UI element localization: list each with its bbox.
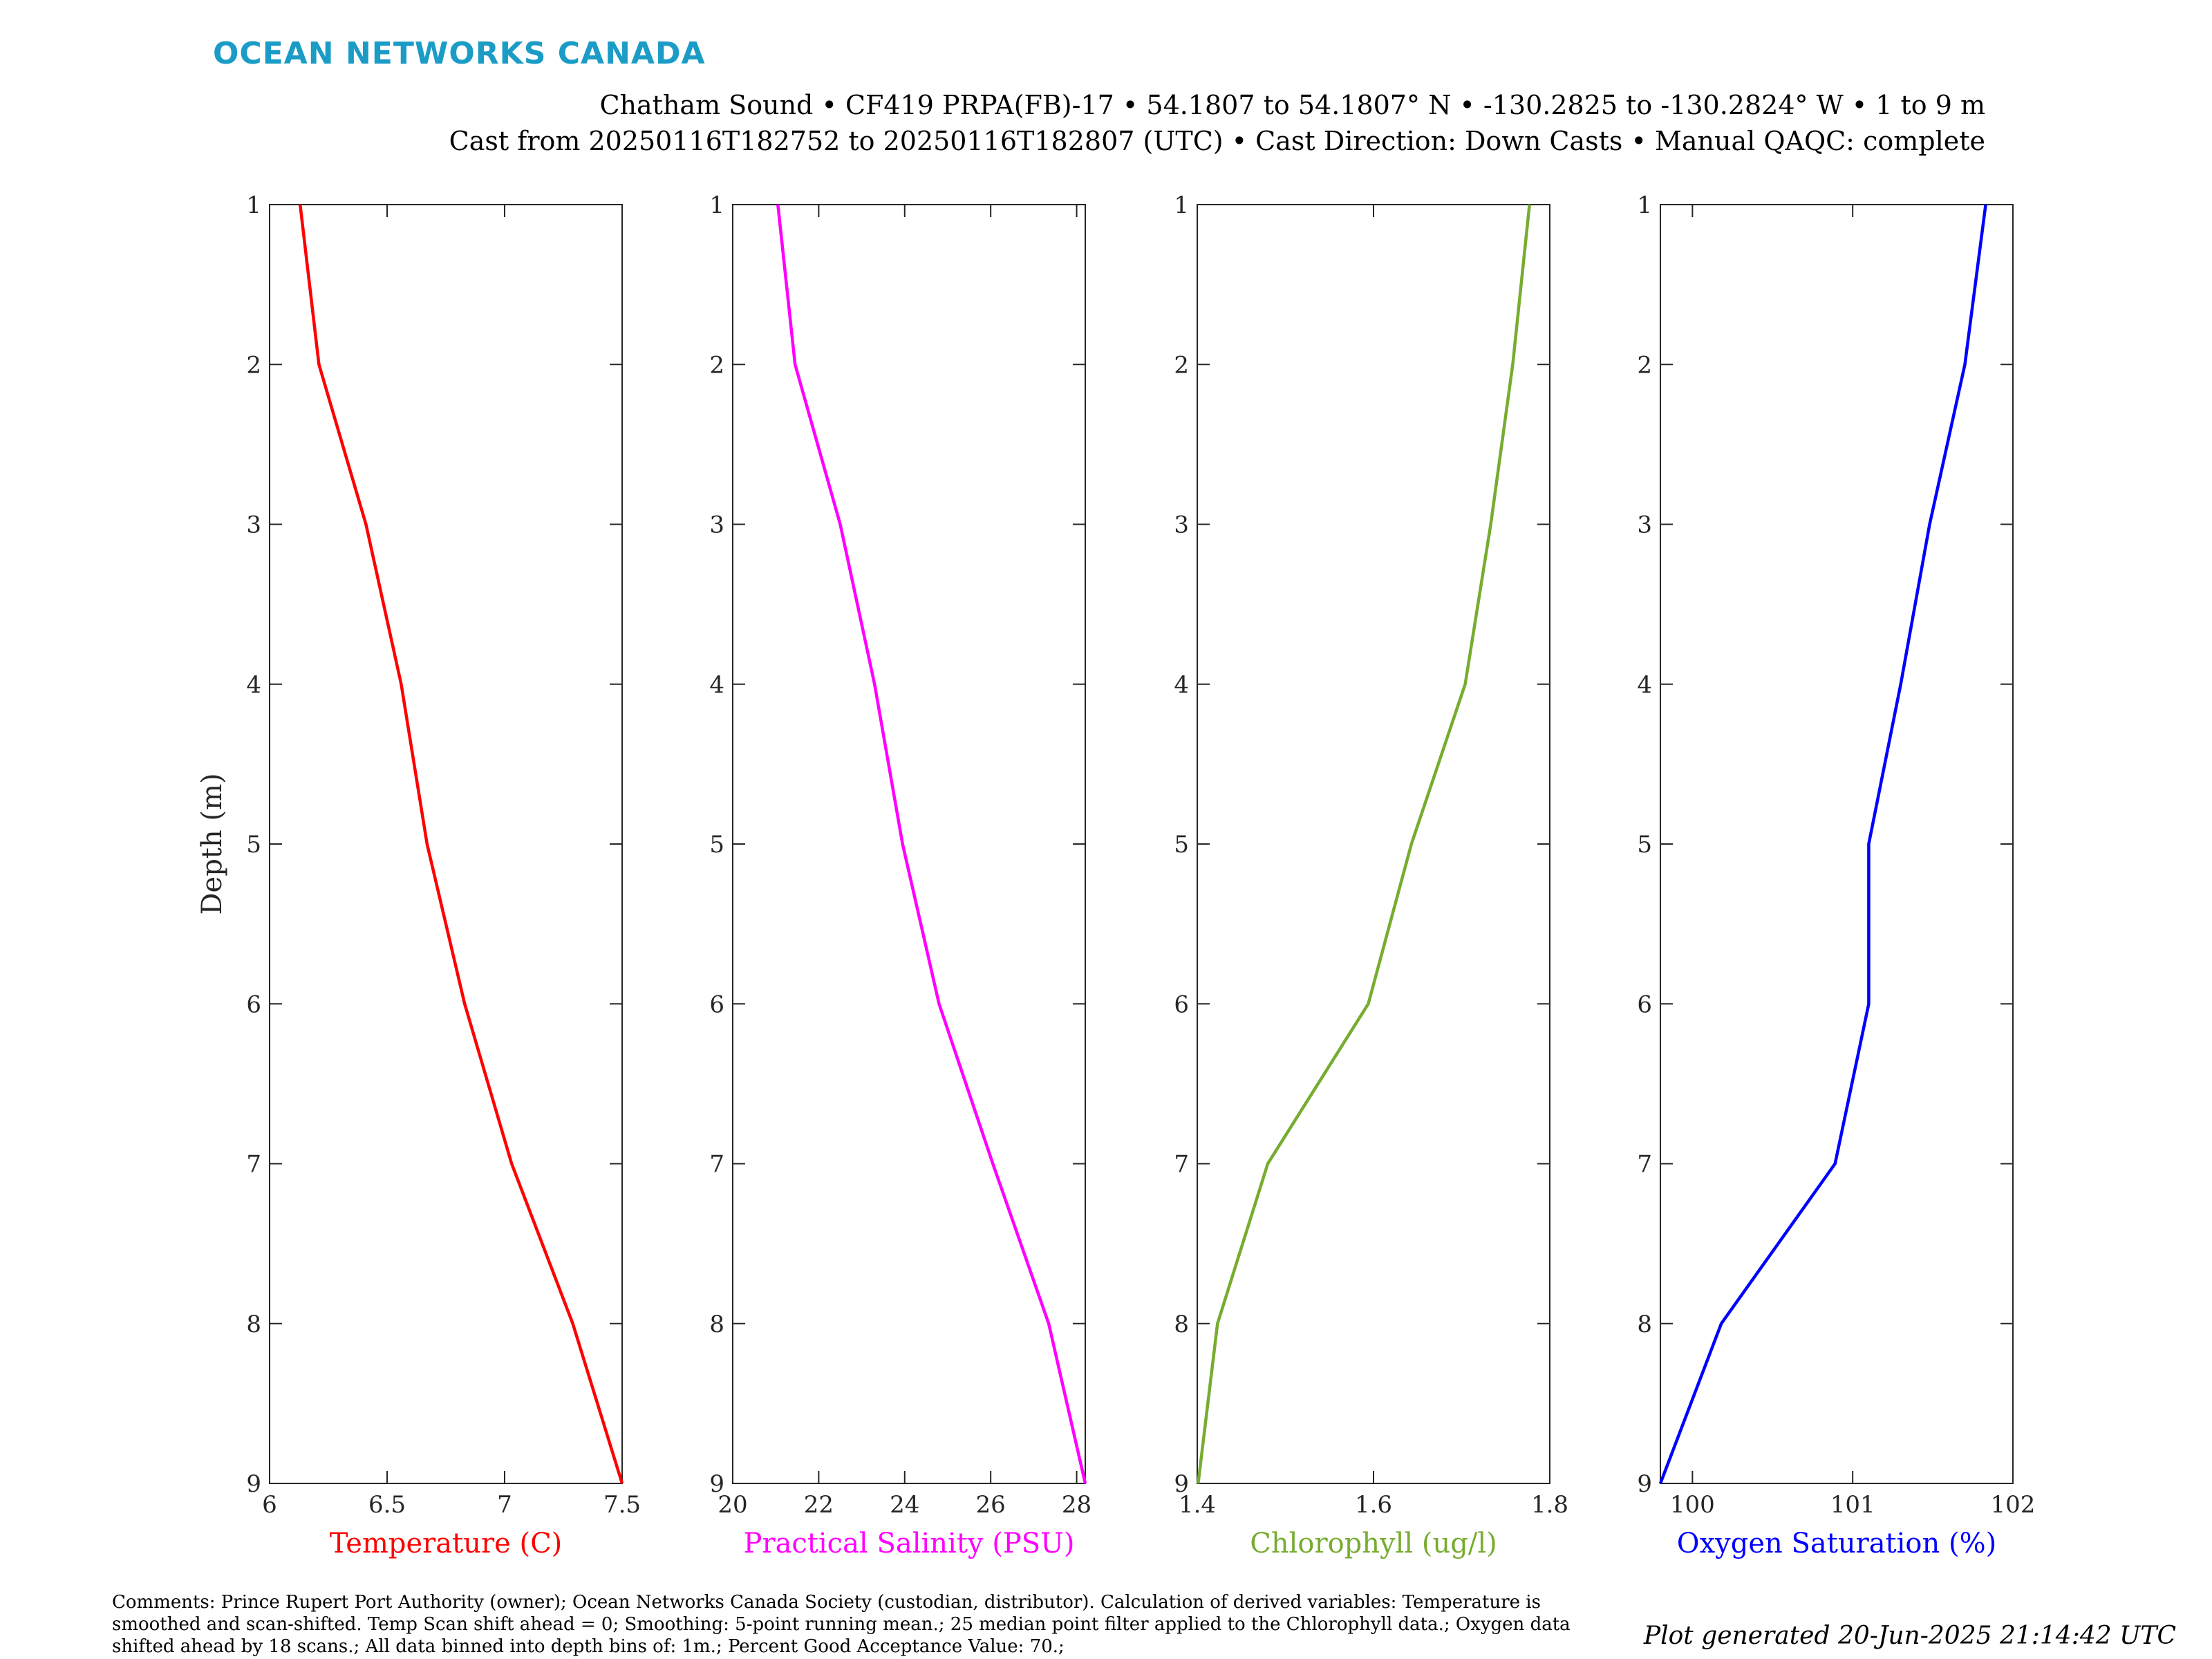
- chart-title-line-2: Cast from 20250116T182752 to 20250116T18…: [449, 126, 1985, 156]
- panel-1-ytick-label: 4: [246, 671, 261, 699]
- panel-3-series-line: [1197, 204, 1531, 1484]
- panel-4-ytick-label: 7: [1637, 1151, 1652, 1179]
- panel-1-ytick-label: 2: [246, 351, 261, 379]
- ocean-networks-canada-logo: OCEAN NETWORKS CANADA: [213, 36, 706, 71]
- panel-3-ytick-label: 9: [1174, 1470, 1189, 1498]
- panel-3-data-point: [1217, 1323, 1218, 1324]
- panel-2-ytick-label: 5: [709, 831, 724, 859]
- panel-1-ytick-label: 7: [246, 1151, 261, 1179]
- panel-2-data-point: [839, 524, 841, 525]
- panel-2-data-point: [794, 364, 796, 365]
- panel-3-data-point: [1490, 524, 1492, 525]
- panel-3-data-point: [1411, 843, 1412, 845]
- panel-3-ytick-label: 6: [1174, 991, 1189, 1018]
- panel-2-data-point: [902, 843, 903, 845]
- panel-3-ytick-label: 5: [1174, 831, 1189, 859]
- panel-1-axes-box: [269, 204, 623, 1484]
- panel-1-data-point: [621, 1483, 623, 1484]
- panel-1-series-line: [298, 204, 624, 1484]
- panel-1-ytick-label: 9: [246, 1470, 261, 1498]
- panel-3-data-point: [1197, 1483, 1199, 1484]
- panel-1-ytick-label: 1: [246, 191, 261, 219]
- panel-4-ytick-label: 5: [1637, 831, 1652, 859]
- panel-2-xtick-label: 26: [976, 1491, 1006, 1519]
- panel-4-data-point: [1868, 843, 1869, 845]
- panel-3-xtick-label: 1.6: [1355, 1491, 1392, 1519]
- panel-2-ytick-label: 6: [709, 991, 724, 1018]
- panel-4-data-point: [1660, 1483, 1661, 1484]
- panel-3-axes-box: [1197, 204, 1550, 1484]
- panel-3-ytick-label: 4: [1174, 671, 1189, 699]
- panel-4-data-point: [1721, 1323, 1722, 1324]
- panel-3-ytick-label: 8: [1174, 1311, 1189, 1338]
- panel-4-data-point: [1929, 524, 1930, 525]
- panel-3-xlabel: Chlorophyll (ug/l): [1250, 1528, 1497, 1559]
- panel-2-xlabel: Practical Salinity (PSU): [744, 1528, 1075, 1559]
- panel-4-series-line: [1658, 204, 1987, 1484]
- panel-2-series-line: [776, 204, 1087, 1484]
- panel-2-xtick-label: 22: [804, 1491, 834, 1519]
- panel-1-data-point: [572, 1323, 574, 1324]
- panel-1-ytick-label: 6: [246, 991, 261, 1018]
- panel-1-xtick-label: 7.5: [603, 1491, 641, 1519]
- panel-1-xtick-label: 6.5: [368, 1491, 406, 1519]
- panel-2-ytick-label: 8: [709, 1311, 724, 1338]
- panel-3-xtick-label: 1.4: [1179, 1491, 1216, 1519]
- panel-2-ytick-label: 9: [709, 1470, 724, 1498]
- panel-4-xtick-label: 100: [1670, 1491, 1715, 1519]
- panel-4-ytick-label: 2: [1637, 351, 1652, 379]
- panel-1-xtick-label: 7: [497, 1491, 512, 1519]
- panel-4-xtick-label: 102: [1991, 1491, 2036, 1519]
- panel-4-ytick-label: 9: [1637, 1470, 1652, 1498]
- panel-4-xlabel: Oxygen Saturation (%): [1677, 1528, 1996, 1559]
- panel-3-ytick-label: 1: [1174, 191, 1189, 219]
- panel-1-ytick-label: 8: [246, 1311, 261, 1338]
- plot-generated-timestamp: Plot generated 20-Jun-2025 21:14:42 UTC: [1643, 1622, 2176, 1650]
- panel-3-ytick-label: 7: [1174, 1151, 1189, 1179]
- comments-text: Comments: Prince Rupert Port Authority (…: [112, 1592, 1571, 1657]
- panel-1-ylabel: Depth (m): [196, 773, 228, 915]
- panel-1-ytick-label: 5: [246, 831, 261, 859]
- panel-3-ytick-label: 3: [1174, 512, 1189, 539]
- panel-4-ytick-label: 6: [1637, 991, 1652, 1018]
- panel-3-xtick-label: 1.8: [1531, 1491, 1568, 1519]
- panel-2-ytick-label: 4: [709, 671, 724, 699]
- panel-1-ytick-label: 3: [246, 512, 261, 539]
- panel-4-xtick-label: 101: [1830, 1491, 1875, 1519]
- panel-4-ytick-label: 8: [1637, 1311, 1652, 1338]
- panel-1-xtick-label: 6: [262, 1491, 277, 1519]
- panel-2-ytick-label: 1: [709, 191, 724, 219]
- panel-2-ytick-label: 3: [709, 512, 724, 539]
- panel-2-xtick-label: 28: [1062, 1491, 1091, 1519]
- panel-4-axes-box: [1660, 204, 2014, 1484]
- panel-2-axes-box: [732, 204, 1086, 1484]
- panel-4-ytick-label: 3: [1637, 512, 1652, 539]
- panel-3-data-point: [1512, 364, 1513, 365]
- panel-2-ytick-label: 2: [709, 351, 724, 379]
- panel-2-data-point: [1085, 1483, 1086, 1484]
- panel-3-ytick-label: 2: [1174, 351, 1189, 379]
- panel-2-xtick-label: 24: [890, 1491, 919, 1519]
- panel-4-ytick-label: 1: [1637, 191, 1652, 219]
- panel-2-xtick-label: 20: [718, 1491, 747, 1519]
- chart-title-line-1: Chatham Sound • CF419 PRPA(FB)-17 • 54.1…: [599, 90, 1985, 120]
- panel-1-xlabel: Temperature (C): [330, 1528, 563, 1559]
- panel-2-ytick-label: 7: [709, 1151, 724, 1179]
- panel-4-ytick-label: 4: [1637, 671, 1652, 699]
